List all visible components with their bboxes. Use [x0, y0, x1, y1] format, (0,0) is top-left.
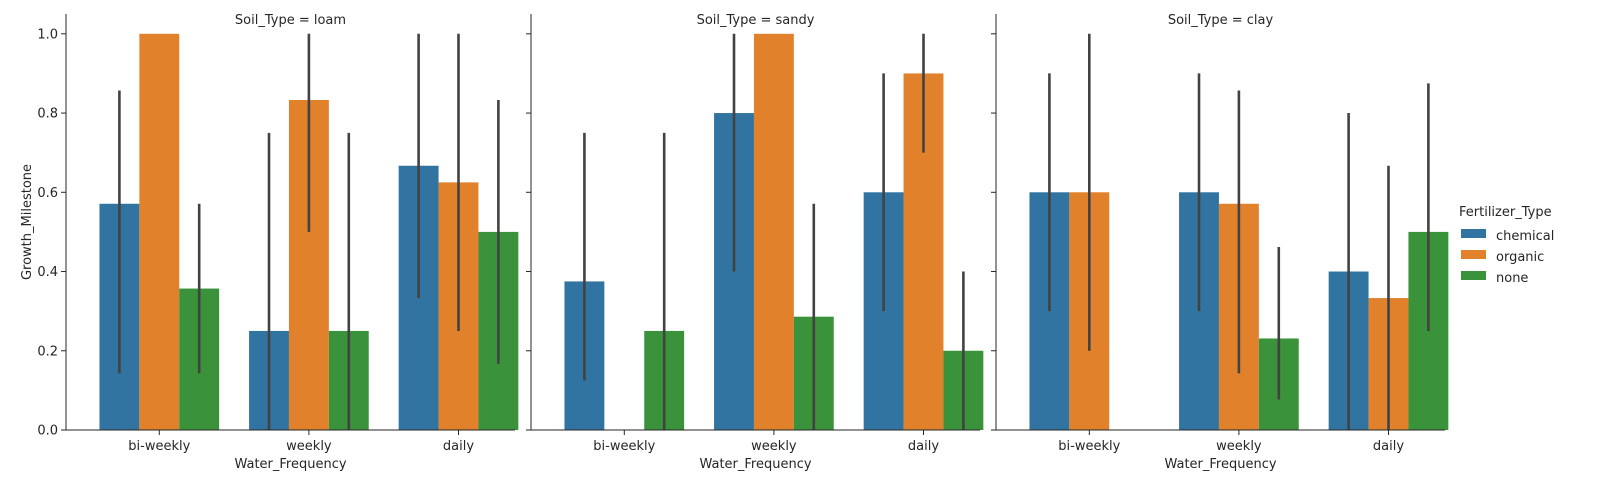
bar-organic: [753, 33, 794, 431]
y-tick-label: 0.4: [37, 265, 58, 280]
y-tick-label: 1.0: [37, 27, 58, 42]
y-axis-label: Growth_Milestone: [20, 164, 35, 280]
x-tick-label: bi-weekly: [593, 439, 655, 454]
facet-title: Soil_Type = sandy: [697, 13, 815, 28]
x-tick-label: daily: [443, 439, 474, 454]
legend-swatch-organic: [1461, 250, 1486, 259]
legend-title: Fertilizer_Type: [1459, 205, 1552, 220]
x-axis-label: Water_Frequency: [1164, 457, 1276, 472]
x-tick-label: bi-weekly: [128, 439, 190, 454]
bar-organic: [139, 33, 180, 431]
y-tick-label: 0.6: [37, 186, 58, 201]
x-axis-label: Water_Frequency: [234, 457, 346, 472]
legend-label-chemical: chemical: [1496, 229, 1554, 244]
y-tick-label: 0.0: [37, 424, 58, 439]
legend-label-none: none: [1496, 271, 1528, 286]
x-tick-label: daily: [1373, 439, 1404, 454]
facet-title: Soil_Type = loam: [235, 13, 346, 28]
y-tick-label: 0.8: [37, 107, 58, 122]
legend-swatch-none: [1461, 271, 1486, 280]
x-tick-label: weekly: [751, 439, 797, 454]
x-tick-label: bi-weekly: [1058, 439, 1120, 454]
facet-title: Soil_Type = clay: [1168, 13, 1274, 28]
legend-swatch-chemical: [1461, 229, 1486, 238]
x-tick-label: weekly: [286, 439, 332, 454]
y-tick-label: 0.2: [37, 344, 58, 359]
x-tick-label: daily: [908, 439, 939, 454]
legend-label-organic: organic: [1496, 250, 1544, 265]
x-tick-label: weekly: [1216, 439, 1262, 454]
x-axis-label: Water_Frequency: [699, 457, 811, 472]
